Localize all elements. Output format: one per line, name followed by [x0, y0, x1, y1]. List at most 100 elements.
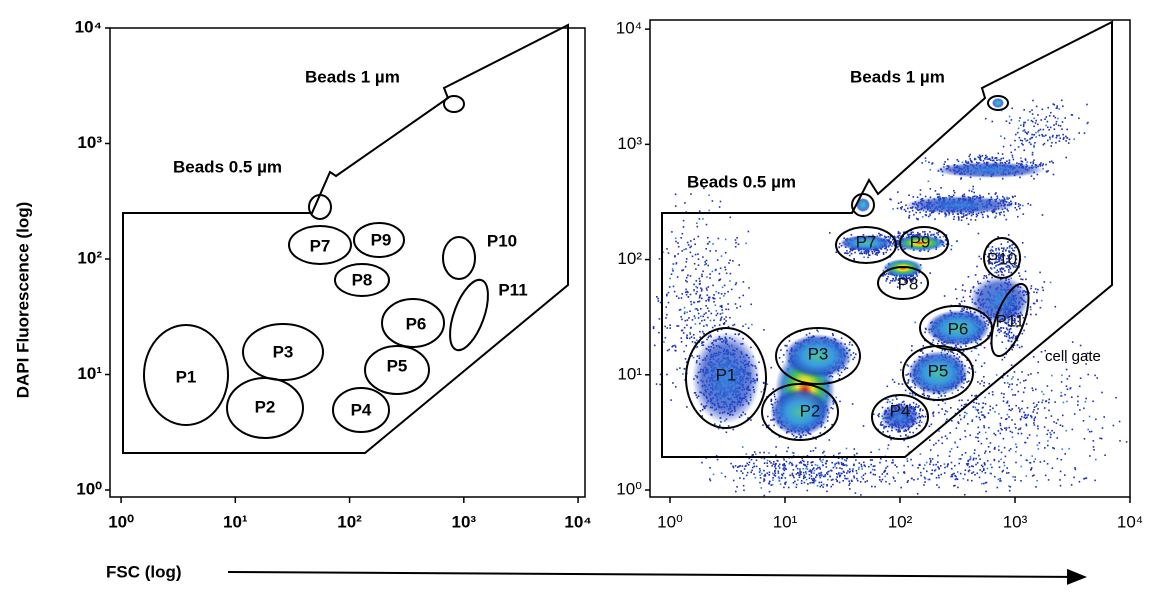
density-dot	[1007, 210, 1009, 212]
density-dot	[1024, 159, 1027, 161]
density-dot	[875, 252, 877, 255]
density-dot	[717, 427, 720, 430]
density-dot	[911, 209, 914, 212]
density-dot	[950, 244, 953, 247]
density-dot	[957, 216, 960, 218]
density-dot	[1037, 288, 1039, 291]
density-dot	[1014, 195, 1016, 197]
density-dot	[889, 282, 891, 284]
density-dot	[932, 339, 935, 341]
density-dot	[1001, 341, 1004, 343]
density-dot	[917, 231, 919, 234]
density-dot	[959, 303, 961, 306]
density-dot	[969, 291, 972, 293]
density-dot	[878, 232, 880, 235]
density-dot	[933, 233, 935, 236]
density-dot	[969, 295, 971, 298]
density-dot	[914, 386, 916, 389]
density-dot	[701, 342, 703, 344]
density-dot	[902, 231, 905, 234]
density-dot	[1030, 308, 1032, 311]
density-dot	[977, 280, 979, 283]
density-dot	[894, 238, 897, 240]
density-dot	[909, 279, 911, 281]
density-dot	[1004, 331, 1007, 333]
density-dot	[1017, 205, 1020, 208]
density-dot	[1033, 291, 1035, 293]
density-dot	[996, 269, 999, 272]
density-dot	[960, 346, 962, 348]
density-dot	[805, 334, 808, 336]
density-dot	[840, 245, 843, 247]
density-dot	[919, 419, 921, 422]
density-dot	[922, 231, 924, 233]
density-dot	[908, 233, 911, 236]
density-dot	[994, 271, 996, 274]
density-dot	[727, 425, 730, 427]
density-dot	[994, 193, 997, 195]
density-dot	[899, 276, 901, 278]
density-dot	[1030, 285, 1033, 287]
density-dot	[877, 414, 879, 417]
density-dot	[943, 295, 946, 297]
density-dot	[968, 189, 971, 192]
density-dot	[875, 249, 878, 252]
density-dot	[988, 321, 990, 324]
density-dot	[919, 416, 921, 419]
density-dot	[912, 394, 914, 396]
density-dot	[1000, 211, 1002, 214]
density-dot	[940, 187, 942, 189]
density-dot	[716, 330, 719, 332]
density-dot	[1005, 347, 1007, 350]
density-dot	[922, 415, 925, 418]
density-dot	[972, 213, 975, 216]
density-dot	[1030, 313, 1032, 316]
density-dot	[1016, 335, 1018, 337]
density-dot	[970, 289, 972, 292]
density-dot	[912, 431, 914, 434]
density-dot	[967, 213, 969, 215]
density-dot	[881, 424, 884, 426]
density-dot	[1040, 162, 1042, 164]
density-dot	[906, 232, 909, 234]
density-dot	[817, 330, 819, 333]
density-dot	[909, 277, 911, 280]
density-dot	[911, 278, 914, 281]
density-dot	[897, 235, 900, 237]
density-dot	[955, 346, 958, 349]
density-dot	[1021, 332, 1024, 335]
density-dot	[915, 279, 918, 282]
density-dot	[995, 212, 998, 215]
density-dot	[915, 211, 917, 214]
density-dot	[950, 248, 953, 251]
density-dot	[924, 160, 927, 162]
density-dot	[1016, 344, 1019, 346]
density-dot	[921, 393, 924, 396]
density-dot	[982, 216, 984, 219]
density-dot	[906, 364, 909, 366]
density-dot	[833, 401, 835, 404]
density-dot	[1039, 306, 1042, 309]
density-dot	[885, 236, 888, 239]
density-dot	[965, 345, 967, 347]
density-dot	[944, 215, 947, 218]
density-dot	[1049, 281, 1052, 284]
density-dot	[948, 214, 950, 216]
density-dot	[892, 208, 894, 210]
density-dot	[1035, 313, 1037, 316]
density-dot	[979, 178, 981, 180]
density-dot	[909, 431, 911, 433]
density-dot	[881, 274, 884, 277]
density-dot	[888, 238, 891, 240]
density-dot	[956, 297, 958, 300]
density-dot	[949, 350, 952, 353]
density-dot	[956, 353, 959, 356]
density-dot	[786, 344, 788, 347]
density-dot	[1029, 161, 1032, 164]
density-dot	[832, 403, 835, 405]
density-dot	[850, 252, 853, 255]
density-dot	[837, 373, 839, 375]
density-dot	[921, 350, 923, 352]
density-dot	[973, 191, 975, 194]
density-dot	[907, 234, 909, 236]
